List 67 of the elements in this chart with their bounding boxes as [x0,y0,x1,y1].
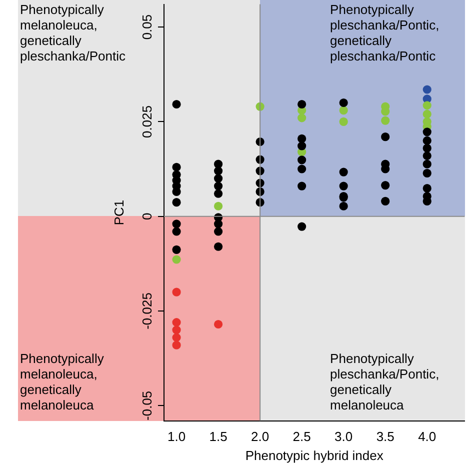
point [214,242,223,251]
y-tick-label: -0.025 [140,292,155,330]
point [172,288,181,296]
x-tick-label: 1.0 [167,429,186,444]
point [422,110,432,118]
x-tick-label: 3.0 [334,429,353,444]
point [172,333,181,342]
point [422,144,432,152]
point [214,182,223,190]
point [422,85,432,94]
point [422,151,432,160]
x-tick-label: 1.5 [209,429,228,444]
x-tick-label: 2.0 [251,429,270,444]
point [172,220,181,228]
annotation: Phenotypically pleschanka/Pontic, genetically pleschanka/Pontic [330,2,440,64]
point [214,320,223,329]
point [339,117,348,126]
point [214,189,223,198]
point [172,255,181,264]
y-axis-title: PC1 [111,200,126,226]
x-tick-label: 2.5 [292,429,311,444]
point [298,114,306,122]
point [422,168,432,178]
point [339,106,348,115]
x-axis-title: Phenotypic hybrid index [245,448,384,463]
x-tick-label: 3.5 [376,429,394,444]
point [298,142,306,150]
text: Phenotypically melanoleuca, genetically melanoleuca [20,350,104,412]
point [422,128,432,136]
point [214,227,223,236]
point [298,100,306,109]
point [172,245,181,254]
point [381,180,390,190]
point [172,100,181,109]
point [214,202,223,210]
point [298,222,306,231]
point [214,166,223,176]
point [298,164,306,174]
point [172,326,181,334]
point [339,168,348,176]
y-tick-label: 0.05 [140,14,155,40]
point [214,174,223,183]
point [422,160,432,168]
point [172,340,181,350]
point [214,220,223,228]
point [298,156,306,164]
point [422,184,432,193]
point [172,198,181,207]
annotation: Phenotypically pleschanka/Pontic, genetically melanoleuca [330,350,440,412]
y-tick-label: -0.05 [140,390,155,420]
point [172,227,181,236]
point [381,132,390,142]
point [172,162,181,172]
point [422,101,432,110]
point [381,116,390,125]
point [339,98,348,108]
y-tick-label: 0 [140,212,155,220]
point [339,182,348,190]
point [381,196,390,206]
point [298,182,306,190]
point [298,134,306,144]
y-tick-label: 0.025 [140,105,155,138]
x-tick-label: 4.0 [418,429,436,444]
point [422,136,432,145]
point [339,202,348,210]
point [172,318,181,327]
text: Phenotypically melanoleuca, genetically pleschanka/Pontic [20,2,126,64]
